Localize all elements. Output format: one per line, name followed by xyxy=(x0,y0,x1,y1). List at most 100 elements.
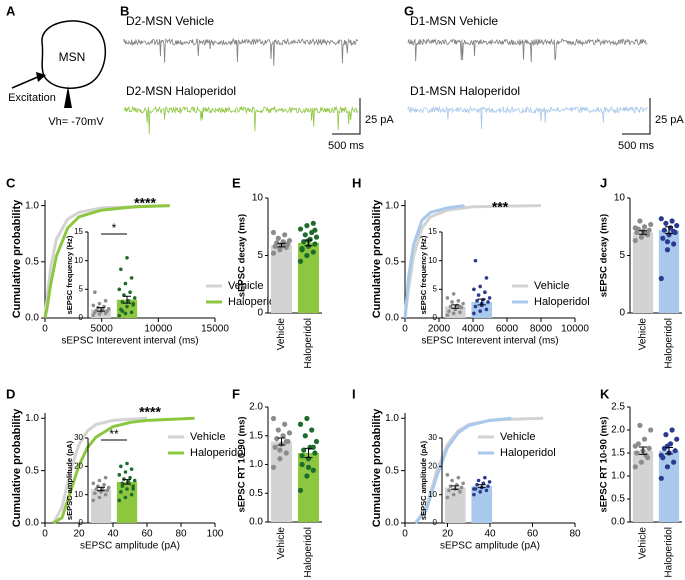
y-tick-label: 30 xyxy=(74,433,83,442)
data-point xyxy=(132,296,137,300)
time-scale: 500 ms xyxy=(618,140,655,152)
data-point xyxy=(91,498,96,503)
data-point xyxy=(304,223,310,229)
data-point xyxy=(643,452,649,458)
y-tick-label: 30 xyxy=(428,433,437,442)
y-tick-label: 15 xyxy=(428,227,437,236)
data-point xyxy=(103,492,108,497)
cdf-line xyxy=(43,204,170,319)
line-chart: 0.00.51.00 20 40 60 80 100VehicleHaloperidolC… xyxy=(11,404,246,552)
y-tick-label: 0.0 xyxy=(25,313,39,324)
category-label: Vehicle xyxy=(276,527,287,560)
y-tick-label: 0.5 xyxy=(611,494,625,505)
y-tick-label: 5 xyxy=(619,250,625,261)
y-axis-label: sEPSC amplitude (pA) xyxy=(419,440,428,520)
data-point xyxy=(129,492,134,497)
data-point xyxy=(117,473,122,477)
y-axis-label: Cumulative probability xyxy=(11,408,23,527)
data-point xyxy=(632,225,638,231)
error-bar xyxy=(639,230,647,235)
cell-label: MSN xyxy=(59,50,86,64)
bar xyxy=(270,441,293,522)
data-point xyxy=(274,436,280,442)
data-point xyxy=(105,488,109,493)
data-point xyxy=(270,464,277,470)
x-tick-label: 0 xyxy=(42,529,48,540)
data-point xyxy=(129,310,134,315)
data-point xyxy=(302,433,308,439)
data-point xyxy=(275,235,281,241)
error-bar xyxy=(304,447,313,459)
category-label: Haloperidol xyxy=(664,527,675,578)
x-tick-label: 0 xyxy=(402,529,408,540)
y-tick-label: 5 xyxy=(433,284,438,293)
data-point xyxy=(632,464,638,470)
data-point xyxy=(484,276,489,280)
category-label: Haloperidol xyxy=(303,318,314,369)
data-point xyxy=(270,229,277,236)
x-tick-label: 40 xyxy=(107,529,119,540)
data-point xyxy=(305,464,312,470)
data-point xyxy=(483,475,487,480)
data-point xyxy=(91,303,96,308)
data-point xyxy=(100,487,105,491)
data-point xyxy=(299,453,305,459)
data-point xyxy=(123,470,128,474)
error-bar xyxy=(477,484,486,489)
x-tick-label: 80 xyxy=(175,529,187,540)
data-point xyxy=(641,224,648,230)
data-point xyxy=(458,490,462,494)
x-tick-label: 8000 xyxy=(530,324,553,335)
pipette xyxy=(64,86,72,108)
y-tick-label: 2.5 xyxy=(611,402,625,413)
data-point xyxy=(128,475,132,480)
trace-label: D2-MSN Haloperidol xyxy=(126,84,236,98)
panel-label: F xyxy=(232,386,240,401)
data-point xyxy=(94,487,99,491)
error-bar xyxy=(477,298,486,306)
x-tick-label: 20 xyxy=(73,529,85,540)
panel-label: A xyxy=(6,3,16,18)
data-point xyxy=(282,421,288,427)
y-tick-label: 0 xyxy=(79,313,84,322)
data-point xyxy=(634,450,640,456)
data-point xyxy=(674,223,680,229)
y-tick-label: 1.5 xyxy=(249,430,263,441)
x-tick-label: 10000 xyxy=(144,324,172,335)
legend-label: Vehicle xyxy=(228,280,263,292)
trace xyxy=(407,105,648,130)
data-point xyxy=(472,287,476,292)
data-point xyxy=(310,444,316,450)
data-point xyxy=(129,276,134,280)
category-label: Vehicle xyxy=(276,318,287,351)
data-point xyxy=(658,475,664,481)
data-point xyxy=(312,241,318,247)
data-point xyxy=(283,438,289,445)
data-point xyxy=(486,484,490,488)
data-point xyxy=(274,240,280,246)
data-point xyxy=(664,247,671,253)
y-tick-label: 0 xyxy=(257,308,263,319)
trace-label: D1-MSN Vehicle xyxy=(410,14,498,28)
data-point xyxy=(445,313,450,317)
error-bar xyxy=(304,239,313,247)
data-point xyxy=(475,482,479,487)
diagram: A MSN Excitation Vh= -70mV xyxy=(6,3,107,128)
bar xyxy=(632,450,654,522)
bar-chart: 0 5 10 Vehicle Haloperidol sEPSC decay (ms) xyxy=(237,193,322,369)
data-point xyxy=(459,485,464,490)
data-point xyxy=(632,237,638,244)
data-point xyxy=(310,220,316,226)
data-point xyxy=(123,495,128,500)
data-point xyxy=(669,218,675,224)
data-point xyxy=(660,235,666,241)
legend-label: Haloperidol xyxy=(500,447,556,459)
y-axis-label: Cumulative probability xyxy=(371,408,383,527)
y-tick-label: 0 xyxy=(433,313,438,322)
data-point xyxy=(461,301,465,306)
bar xyxy=(270,245,293,313)
bar xyxy=(658,230,680,313)
data-point xyxy=(476,293,481,297)
data-point xyxy=(451,492,456,497)
